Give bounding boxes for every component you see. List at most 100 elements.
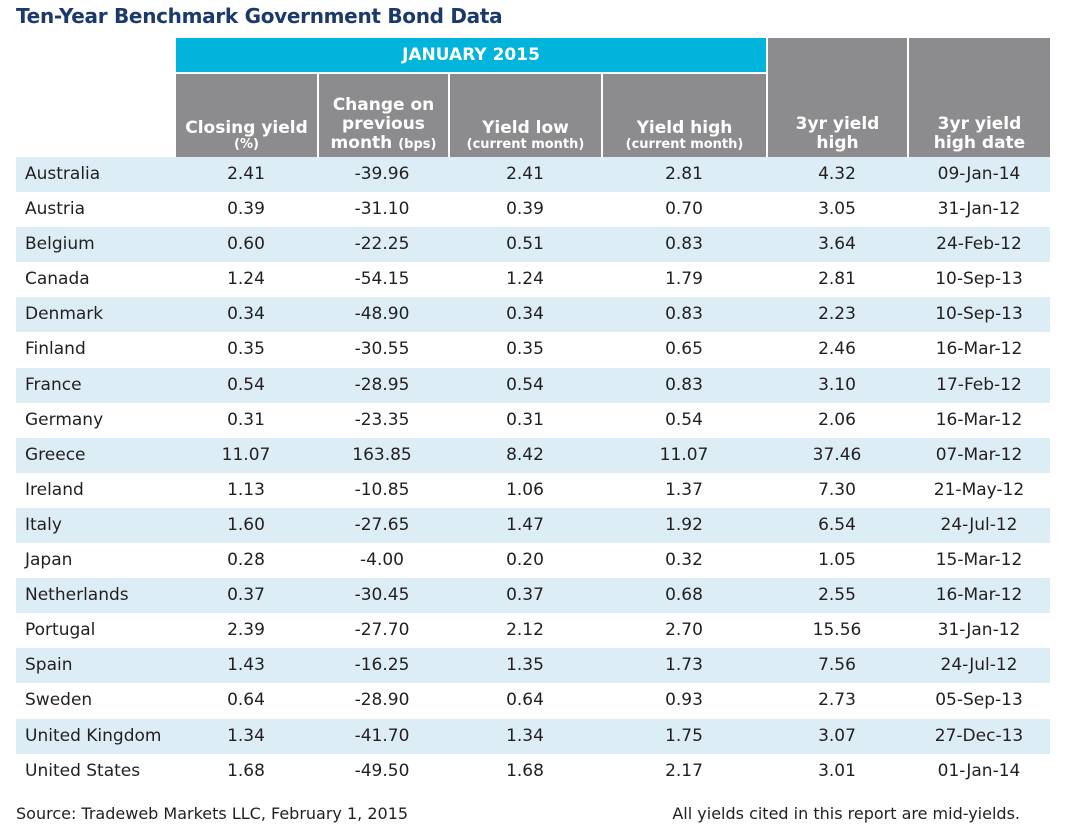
table-row: Belgium 0.60 -22.25 0.51 0.83 3.64 24-Feb-12: [16, 227, 1050, 263]
country-cell: Denmark: [25, 304, 104, 325]
table-row: Portugal 2.39 -27.70 2.12 2.70 15.56 31-Jan-12: [16, 613, 1050, 648]
value-cell: 2.73: [818, 690, 856, 711]
value-cell: 0.39: [506, 199, 544, 220]
value-cell: 0.83: [665, 234, 703, 255]
value-cell: -30.55: [354, 339, 410, 360]
value-cell: 0.83: [665, 304, 703, 325]
value-cell: 1.43: [227, 655, 265, 676]
value-cell: 6.54: [818, 514, 856, 535]
value-cell: 3.64: [818, 234, 856, 255]
header-3yr-yield-high-date: 3yr yield high date: [909, 38, 1050, 157]
country-cell: Japan: [25, 550, 73, 571]
value-cell: -22.25: [354, 234, 410, 255]
table-row: Finland 0.35 -30.55 0.35 0.65 2.46 16-Mar-12: [16, 332, 1050, 367]
value-cell: 31-Jan-12: [937, 199, 1021, 220]
value-cell: 1.34: [506, 725, 544, 746]
country-cell: Netherlands: [25, 585, 129, 606]
header-sublabel: (%): [234, 137, 259, 153]
header-sublabel: (current month): [466, 137, 585, 153]
header-label: Change on previous month (bps): [331, 94, 437, 153]
table-row: Sweden 0.64 -28.90 0.64 0.93 2.73 05-Sep-13: [16, 683, 1050, 718]
value-cell: 0.35: [506, 339, 544, 360]
value-cell: 0.32: [665, 550, 703, 571]
value-cell: 163.85: [352, 444, 412, 465]
value-cell: 21-May-12: [933, 479, 1025, 500]
value-cell: 16-Mar-12: [935, 339, 1023, 360]
value-cell: 0.93: [665, 690, 703, 711]
data-table-body: Australia 2.41 -39.96 2.41 2.81 4.32 09-Jan-14…: [16, 157, 1050, 789]
value-cell: 1.37: [665, 479, 703, 500]
value-cell: 2.12: [506, 620, 544, 641]
value-cell: 2.39: [227, 620, 265, 641]
value-cell: -48.90: [354, 304, 410, 325]
header-label: Closing yield: [185, 118, 308, 139]
header-label: 3yr yield high date: [933, 114, 1026, 153]
table-row: Germany 0.31 -23.35 0.31 0.54 2.06 16-Mar-12: [16, 403, 1050, 438]
value-cell: -39.96: [354, 164, 410, 184]
value-cell: -27.70: [354, 620, 410, 641]
value-cell: -27.65: [354, 514, 410, 535]
value-cell: -41.70: [354, 725, 410, 746]
table-title: Ten-Year Benchmark Government Bond Data: [16, 4, 503, 28]
country-cell: Ireland: [25, 479, 84, 500]
value-cell: -54.15: [354, 269, 410, 290]
country-cell: Germany: [25, 409, 104, 430]
value-cell: 0.54: [506, 374, 544, 395]
value-cell: 1.73: [665, 655, 703, 676]
value-cell: 16-Mar-12: [935, 585, 1023, 606]
value-cell: 1.06: [506, 479, 544, 500]
value-cell: 1.68: [506, 760, 544, 781]
value-cell: 0.31: [227, 409, 265, 430]
value-cell: 1.34: [227, 725, 265, 746]
value-cell: -23.35: [354, 409, 410, 430]
header-label: Yield high: [636, 118, 733, 139]
value-cell: 1.75: [665, 725, 703, 746]
value-cell: 0.65: [665, 339, 703, 360]
country-cell: Austria: [25, 199, 86, 220]
value-cell: 09-Jan-14: [937, 164, 1021, 184]
period-header: JANUARY 2015: [176, 38, 766, 72]
value-cell: 0.28: [227, 550, 265, 571]
header-label-line: previous: [342, 113, 425, 134]
value-cell: 0.83: [665, 374, 703, 395]
country-cell: Australia: [25, 164, 101, 184]
value-cell: 2.17: [665, 760, 703, 781]
value-cell: 16-Mar-12: [935, 409, 1023, 430]
header-3yr-yield-high: 3yr yield high: [768, 38, 907, 157]
value-cell: 2.06: [818, 409, 856, 430]
value-cell: -30.45: [354, 585, 410, 606]
yield-note: All yields cited in this report are mid-…: [672, 804, 1020, 823]
table-row: United Kingdom 1.34 -41.70 1.34 1.75 3.07 27-D…: [16, 718, 1050, 754]
value-cell: 0.64: [506, 690, 544, 711]
table-row: Austria 0.39 -31.10 0.39 0.70 3.05 31-Jan-12: [16, 192, 1050, 227]
value-cell: 0.20: [506, 550, 544, 571]
value-cell: 2.55: [818, 585, 856, 606]
value-cell: 2.41: [506, 164, 544, 184]
header-yield-low: Yield low (current month): [450, 74, 601, 157]
value-cell: 4.32: [818, 164, 856, 184]
table-row: Spain 1.43 -16.25 1.35 1.73 7.56 24-Jul-12: [16, 648, 1050, 684]
value-cell: -28.95: [354, 374, 410, 395]
table-row: Denmark 0.34 -48.90 0.34 0.83 2.23 10-Sep-13: [16, 297, 1050, 333]
header-label-line: Change on: [332, 94, 435, 115]
value-cell: 10-Sep-13: [935, 269, 1023, 290]
table-row: France 0.54 -28.95 0.54 0.83 3.10 17-Feb-12: [16, 367, 1050, 403]
table-row: Ireland 1.13 -10.85 1.06 1.37 7.30 21-May-12: [16, 473, 1050, 508]
header-label-line: high date: [933, 132, 1026, 153]
value-cell: 0.39: [227, 199, 265, 220]
country-cell: Portugal: [25, 620, 96, 641]
country-cell: Spain: [25, 655, 73, 676]
value-cell: 1.24: [227, 269, 265, 290]
value-cell: 37.46: [812, 444, 862, 465]
value-cell: 1.68: [227, 760, 265, 781]
header-change-on-previous-month: Change on previous month (bps): [319, 74, 448, 157]
value-cell: 0.34: [227, 304, 265, 325]
country-cell: Canada: [25, 269, 90, 290]
value-cell: 1.79: [665, 269, 703, 290]
value-cell: 15-Mar-12: [935, 550, 1023, 571]
header-sublabel: (current month): [625, 137, 744, 153]
value-cell: 1.35: [506, 655, 544, 676]
value-cell: 7.56: [818, 655, 856, 676]
value-cell: 24-Jul-12: [940, 655, 1018, 676]
value-cell: 05-Sep-13: [935, 690, 1023, 711]
